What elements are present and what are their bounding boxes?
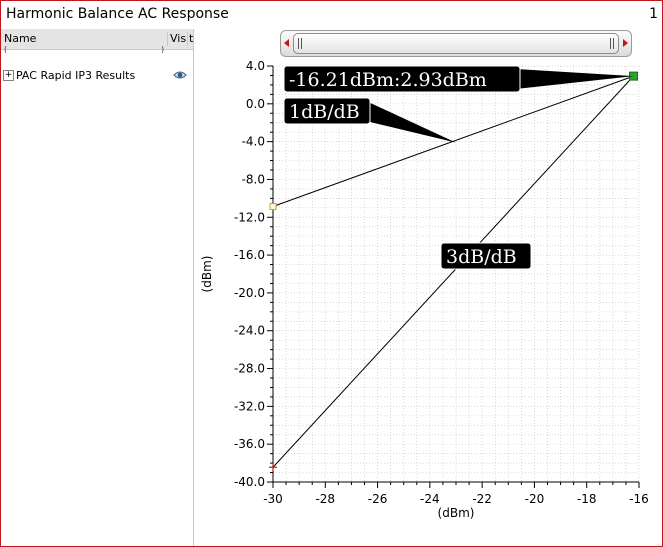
series-start-marker — [269, 202, 277, 210]
x-tick-label: -16 — [629, 492, 649, 506]
x-tick-label: -26 — [368, 492, 388, 506]
series-line — [272, 75, 634, 207]
y-tick-label: -8.0 — [242, 172, 265, 186]
title-bar: Harmonic Balance AC Response 1 — [1, 1, 662, 29]
x-tick-label: -30 — [263, 492, 283, 506]
scrollbar-thumb[interactable] — [293, 33, 619, 54]
column-header-visibility[interactable]: Vis — [167, 32, 186, 46]
thumb-grip-left — [298, 38, 299, 49]
annotation-box — [283, 65, 521, 93]
scroll-right-arrow-icon[interactable] — [623, 39, 628, 47]
tree-filter-row[interactable]: ( ) — [1, 45, 193, 57]
tree-header: Name Vis t — [1, 29, 193, 50]
thumb-grip-left-2 — [301, 38, 302, 49]
y-tick-label: -4.0 — [242, 135, 265, 149]
horizontal-scrollbar[interactable] — [280, 30, 632, 57]
annotation-pointer — [366, 101, 456, 143]
grid — [272, 65, 640, 483]
eye-icon[interactable] — [173, 70, 187, 80]
annotation-text: 3dB/dB — [446, 246, 517, 268]
y-tick-label: -28.0 — [234, 362, 265, 376]
ip3-chart: 4.0 0.0 -4.0 -8.0 -12.0 -16.0 -20.0 -24.0 -28.0 -… — [200, 59, 649, 520]
filter-open-paren: ( — [4, 45, 8, 54]
y-tick-label: -20.0 — [234, 286, 265, 300]
x-tick-label: -24 — [420, 492, 440, 506]
annotation-pointer — [516, 69, 634, 89]
annotation-balloon: 3dB/dB — [440, 242, 532, 270]
column-header-extra[interactable]: t — [187, 32, 194, 46]
filter-close-paren: ) — [161, 45, 165, 54]
thumb-grip-right — [610, 38, 611, 49]
y-tick-label: 0.0 — [246, 97, 265, 111]
y-tick-label: -40.0 — [234, 475, 265, 489]
annotation-balloon: -16.21dBm:2.93dBm — [283, 65, 634, 93]
thumb-grip-right-2 — [613, 38, 614, 49]
annotation-text: 1dB/dB — [289, 101, 360, 123]
annotation-text: -16.21dBm:2.93dBm — [289, 69, 487, 91]
x-tick-label: -18 — [577, 492, 597, 506]
y-axis-label: (dBm) — [200, 256, 214, 293]
annotations: -16.21dBm:2.93dBm 1dB/dB 3dB/dB — [283, 65, 634, 270]
y-tick-label: -24.0 — [234, 324, 265, 338]
column-header-name[interactable]: Name — [4, 32, 37, 45]
scroll-left-arrow-icon[interactable] — [284, 39, 289, 47]
chart-area: 4.0 0.0 -4.0 -8.0 -12.0 -16.0 -20.0 -24.0 -28.0 -… — [194, 29, 662, 546]
y-tick-label: -12.0 — [234, 210, 265, 224]
window-title: Harmonic Balance AC Response — [6, 6, 229, 22]
x-tick-label: -28 — [315, 492, 335, 506]
tree-item-label: PAC Rapid IP3 Results — [16, 69, 136, 82]
y-tick-label: -32.0 — [234, 399, 265, 413]
annotation-balloon: 1dB/dB — [283, 97, 456, 143]
x-axis-label: (dBm) — [438, 506, 475, 520]
y-tick-label: -16.0 — [234, 248, 265, 262]
series-line — [272, 75, 634, 468]
y-tick-label: -36.0 — [234, 437, 265, 451]
x-tick-label: -20 — [525, 492, 545, 506]
expand-icon[interactable]: + — [3, 70, 14, 81]
y-tick-label: 4.0 — [246, 59, 265, 73]
axes: 4.0 0.0 -4.0 -8.0 -12.0 -16.0 -20.0 -24.0 -28.0 -… — [234, 59, 649, 506]
tree-item-pac-rapid-ip3[interactable]: + PAC Rapid IP3 Results — [3, 67, 191, 85]
window-number: 1 — [649, 6, 658, 22]
x-tick-label: -22 — [472, 492, 492, 506]
annotation-box — [283, 97, 371, 125]
annotation-box — [440, 242, 532, 270]
results-browser: Name Vis t ( ) + PAC Rapid IP3 Results — [1, 29, 194, 546]
